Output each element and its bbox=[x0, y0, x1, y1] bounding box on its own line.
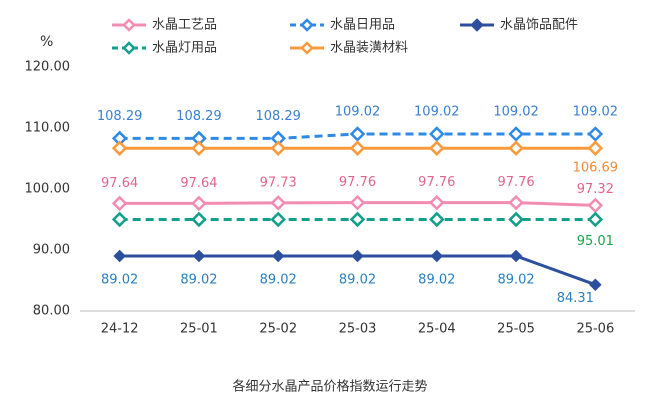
point bbox=[587, 126, 604, 142]
data-label: 97.64 bbox=[101, 176, 138, 191]
legend-marker bbox=[300, 18, 314, 32]
point bbox=[270, 140, 286, 156]
point bbox=[508, 126, 524, 142]
data-label: 89.02 bbox=[339, 272, 376, 287]
point bbox=[508, 140, 524, 156]
legend-marker bbox=[122, 41, 136, 55]
point bbox=[349, 194, 366, 211]
point bbox=[587, 211, 604, 228]
point bbox=[587, 140, 604, 156]
data-label: 108.29 bbox=[255, 109, 301, 124]
data-label: 109.02 bbox=[414, 104, 460, 119]
point bbox=[349, 211, 366, 228]
data-label: 108.29 bbox=[176, 109, 222, 124]
legend-label: 水晶日用品 bbox=[330, 18, 395, 33]
point bbox=[429, 194, 445, 211]
legend-label: 水晶灯用品 bbox=[152, 41, 217, 56]
point bbox=[191, 140, 207, 156]
point bbox=[111, 140, 128, 156]
point bbox=[192, 249, 206, 263]
data-label: 108.29 bbox=[97, 109, 143, 124]
y-tick-label: 110.00 bbox=[25, 121, 71, 136]
data-label: 97.76 bbox=[497, 175, 534, 190]
x-tick-label: 25-01 bbox=[180, 322, 218, 337]
data-label: 109.02 bbox=[573, 104, 619, 119]
data-label: 97.64 bbox=[180, 176, 217, 191]
point bbox=[349, 140, 366, 156]
data-label: 84.31 bbox=[557, 291, 594, 306]
data-label: 106.69 bbox=[573, 161, 619, 176]
point bbox=[429, 126, 445, 142]
x-tick-label: 25-03 bbox=[339, 322, 377, 337]
legend-marker bbox=[470, 18, 484, 32]
chart-title: 各细分水晶产品价格指数运行走势 bbox=[232, 379, 427, 395]
point bbox=[113, 249, 126, 263]
x-tick-label: 25-04 bbox=[418, 322, 456, 337]
point bbox=[509, 249, 523, 263]
legend-label: 水晶装潢材料 bbox=[330, 41, 408, 56]
x-tick-label: 25-05 bbox=[497, 322, 535, 337]
data-label: 89.02 bbox=[180, 272, 217, 287]
point bbox=[429, 140, 445, 156]
point bbox=[191, 195, 207, 212]
data-label: 89.02 bbox=[260, 272, 297, 287]
data-label: 97.32 bbox=[577, 182, 614, 197]
point bbox=[349, 126, 366, 142]
point bbox=[270, 195, 286, 211]
data-label: 89.02 bbox=[418, 272, 455, 287]
point bbox=[270, 211, 286, 228]
point bbox=[589, 278, 602, 291]
y-tick-label: 80.00 bbox=[33, 304, 70, 319]
data-label: 89.02 bbox=[101, 272, 138, 287]
y-tick-label: 100.00 bbox=[25, 182, 71, 197]
data-label: 97.73 bbox=[260, 175, 297, 190]
x-tick-label: 25-02 bbox=[259, 322, 297, 337]
point bbox=[429, 211, 445, 228]
y-tick-label: 90.00 bbox=[33, 243, 70, 258]
point bbox=[508, 194, 524, 211]
point bbox=[191, 211, 207, 228]
legend-marker bbox=[122, 18, 136, 32]
x-tick-label: 25-06 bbox=[576, 322, 614, 337]
point bbox=[430, 249, 444, 263]
point bbox=[508, 211, 524, 228]
data-label: 97.76 bbox=[418, 175, 455, 190]
y-tick-label: 120.00 bbox=[25, 60, 71, 75]
point bbox=[351, 249, 364, 263]
legend-label: 水晶工艺品 bbox=[152, 18, 217, 33]
point bbox=[587, 197, 604, 214]
legend-marker bbox=[300, 41, 314, 55]
point bbox=[111, 195, 128, 212]
data-label: 109.02 bbox=[493, 104, 539, 119]
data-label: 89.02 bbox=[497, 272, 534, 287]
data-label: 95.01 bbox=[577, 234, 614, 249]
y-unit: % bbox=[40, 34, 53, 50]
legend-label: 水晶饰品配件 bbox=[500, 18, 578, 33]
x-tick-label: 24-12 bbox=[101, 322, 139, 337]
data-label: 109.02 bbox=[335, 104, 381, 119]
point bbox=[111, 211, 128, 228]
data-label: 97.76 bbox=[339, 175, 376, 190]
point bbox=[271, 249, 285, 263]
